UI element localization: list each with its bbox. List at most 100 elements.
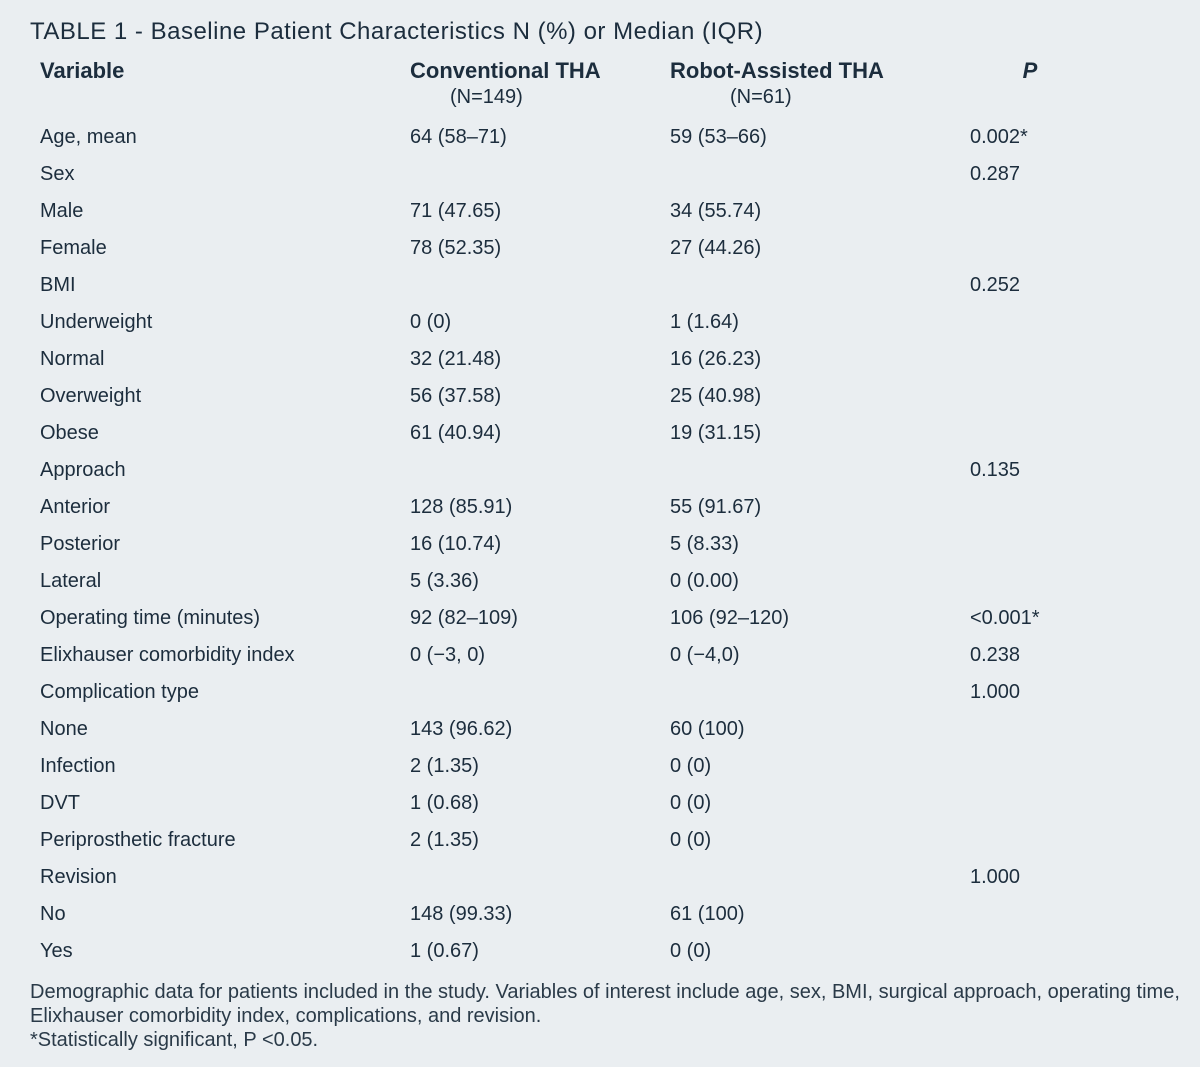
table-row: Operating time (minutes)92 (82–109)106 (… [30, 600, 1180, 637]
cell-variable: Normal [30, 348, 410, 371]
cell-variable: Male [30, 200, 410, 223]
cell-variable: Revision [30, 866, 410, 889]
cell-conventional: 1 (0.67) [410, 940, 670, 963]
subheader-conventional-n: (N=149) [410, 86, 670, 109]
cell-variable: Obese [30, 422, 410, 445]
table-title: TABLE 1 - Baseline Patient Characteristi… [30, 10, 1180, 58]
cell-robot: 61 (100) [670, 903, 970, 926]
table-row: BMI 0.252 [30, 267, 1180, 304]
table-row: Normal32 (21.48)16 (26.23) [30, 341, 1180, 378]
cell-p-value: 1.000 [970, 866, 1150, 889]
cell-conventional: 16 (10.74) [410, 533, 670, 556]
cell-conventional: 1 (0.68) [410, 792, 670, 815]
cell-robot: 0 (0) [670, 755, 970, 778]
cell-p-value: 0.002* [970, 126, 1150, 149]
cell-variable: Operating time (minutes) [30, 607, 410, 630]
cell-robot: 0 (0) [670, 792, 970, 815]
table-row: Overweight56 (37.58)25 (40.98) [30, 378, 1180, 415]
cell-variable: Underweight [30, 311, 410, 334]
table-row: Revision 1.000 [30, 859, 1180, 896]
table-header-row: Variable Conventional THA Robot-Assisted… [30, 58, 1180, 86]
cell-p-value: <0.001* [970, 607, 1150, 630]
cell-conventional: 148 (99.33) [410, 903, 670, 926]
cell-robot: 106 (92–120) [670, 607, 970, 630]
table-row: Anterior128 (85.91)55 (91.67) [30, 489, 1180, 526]
cell-variable: BMI [30, 274, 410, 297]
footnote-line-1: Demographic data for patients included i… [30, 980, 1180, 1028]
cell-variable: Infection [30, 755, 410, 778]
table-container: TABLE 1 - Baseline Patient Characteristi… [0, 0, 1200, 1067]
header-conventional: Conventional THA [410, 58, 670, 84]
cell-variable: DVT [30, 792, 410, 815]
cell-variable: Female [30, 237, 410, 260]
table-row: Periprosthetic fracture2 (1.35)0 (0) [30, 822, 1180, 859]
header-variable: Variable [30, 58, 410, 84]
cell-robot: 27 (44.26) [670, 237, 970, 260]
cell-variable: Periprosthetic fracture [30, 829, 410, 852]
table-row: Yes1 (0.67)0 (0) [30, 933, 1180, 970]
cell-variable: Overweight [30, 385, 410, 408]
table-row: Sex 0.287 [30, 156, 1180, 193]
table-row: Complication type1.000 [30, 674, 1180, 711]
header-p-value: P [970, 58, 1150, 84]
table-row: DVT1 (0.68)0 (0) [30, 785, 1180, 822]
cell-robot: 34 (55.74) [670, 200, 970, 223]
cell-robot: 0 (0) [670, 940, 970, 963]
cell-robot: 59 (53–66) [670, 126, 970, 149]
cell-robot: 55 (91.67) [670, 496, 970, 519]
cell-conventional: 0 (−3, 0) [410, 644, 670, 667]
table-body: Age, mean64 (58–71)59 (53–66)0.002* Sex 0.… [30, 119, 1180, 970]
cell-variable: Anterior [30, 496, 410, 519]
cell-p-value: 0.252 [970, 274, 1150, 297]
cell-conventional: 64 (58–71) [410, 126, 670, 149]
cell-conventional: 2 (1.35) [410, 829, 670, 852]
cell-conventional: 128 (85.91) [410, 496, 670, 519]
table-subheader-row: (N=149) (N=61) [30, 86, 1180, 119]
table-row: Age, mean64 (58–71)59 (53–66)0.002* [30, 119, 1180, 156]
cell-robot: 19 (31.15) [670, 422, 970, 445]
table-footnote: Demographic data for patients included i… [30, 970, 1180, 1052]
table-row: Lateral5 (3.36)0 (0.00) [30, 563, 1180, 600]
cell-variable: Sex [30, 163, 410, 186]
cell-conventional: 32 (21.48) [410, 348, 670, 371]
cell-p-value: 0.287 [970, 163, 1150, 186]
cell-robot: 16 (26.23) [670, 348, 970, 371]
subheader-robot-n: (N=61) [670, 86, 970, 109]
cell-robot: 25 (40.98) [670, 385, 970, 408]
table-row: Posterior16 (10.74)5 (8.33) [30, 526, 1180, 563]
cell-variable: No [30, 903, 410, 926]
cell-conventional: 92 (82–109) [410, 607, 670, 630]
table-row: Elixhauser comorbidity index0 (−3, 0)0 (… [30, 637, 1180, 674]
cell-conventional: 61 (40.94) [410, 422, 670, 445]
cell-p-value: 0.238 [970, 644, 1150, 667]
cell-robot: 0 (0.00) [670, 570, 970, 593]
cell-variable: Elixhauser comorbidity index [30, 644, 410, 667]
table-row: No148 (99.33)61 (100) [30, 896, 1180, 933]
table-row: Obese61 (40.94)19 (31.15) [30, 415, 1180, 452]
cell-variable: Posterior [30, 533, 410, 556]
cell-variable: Lateral [30, 570, 410, 593]
cell-p-value: 0.135 [970, 459, 1150, 482]
cell-robot: 60 (100) [670, 718, 970, 741]
header-robot-assisted: Robot-Assisted THA [670, 58, 970, 84]
table-row: Female78 (52.35)27 (44.26) [30, 230, 1180, 267]
cell-conventional: 71 (47.65) [410, 200, 670, 223]
cell-variable: Complication type [30, 681, 410, 704]
cell-conventional: 0 (0) [410, 311, 670, 334]
cell-robot: 1 (1.64) [670, 311, 970, 334]
cell-variable: None [30, 718, 410, 741]
cell-variable: Age, mean [30, 126, 410, 149]
cell-variable: Yes [30, 940, 410, 963]
cell-conventional: 56 (37.58) [410, 385, 670, 408]
footnote-line-2: *Statistically significant, P <0.05. [30, 1028, 1180, 1052]
table-row: Approach 0.135 [30, 452, 1180, 489]
table-row: None143 (96.62)60 (100) [30, 711, 1180, 748]
table-row: Male71 (47.65)34 (55.74) [30, 193, 1180, 230]
cell-conventional: 143 (96.62) [410, 718, 670, 741]
table-row: Infection2 (1.35)0 (0) [30, 748, 1180, 785]
cell-variable: Approach [30, 459, 410, 482]
cell-conventional: 2 (1.35) [410, 755, 670, 778]
cell-conventional: 5 (3.36) [410, 570, 670, 593]
cell-robot: 0 (0) [670, 829, 970, 852]
cell-robot: 0 (−4,0) [670, 644, 970, 667]
